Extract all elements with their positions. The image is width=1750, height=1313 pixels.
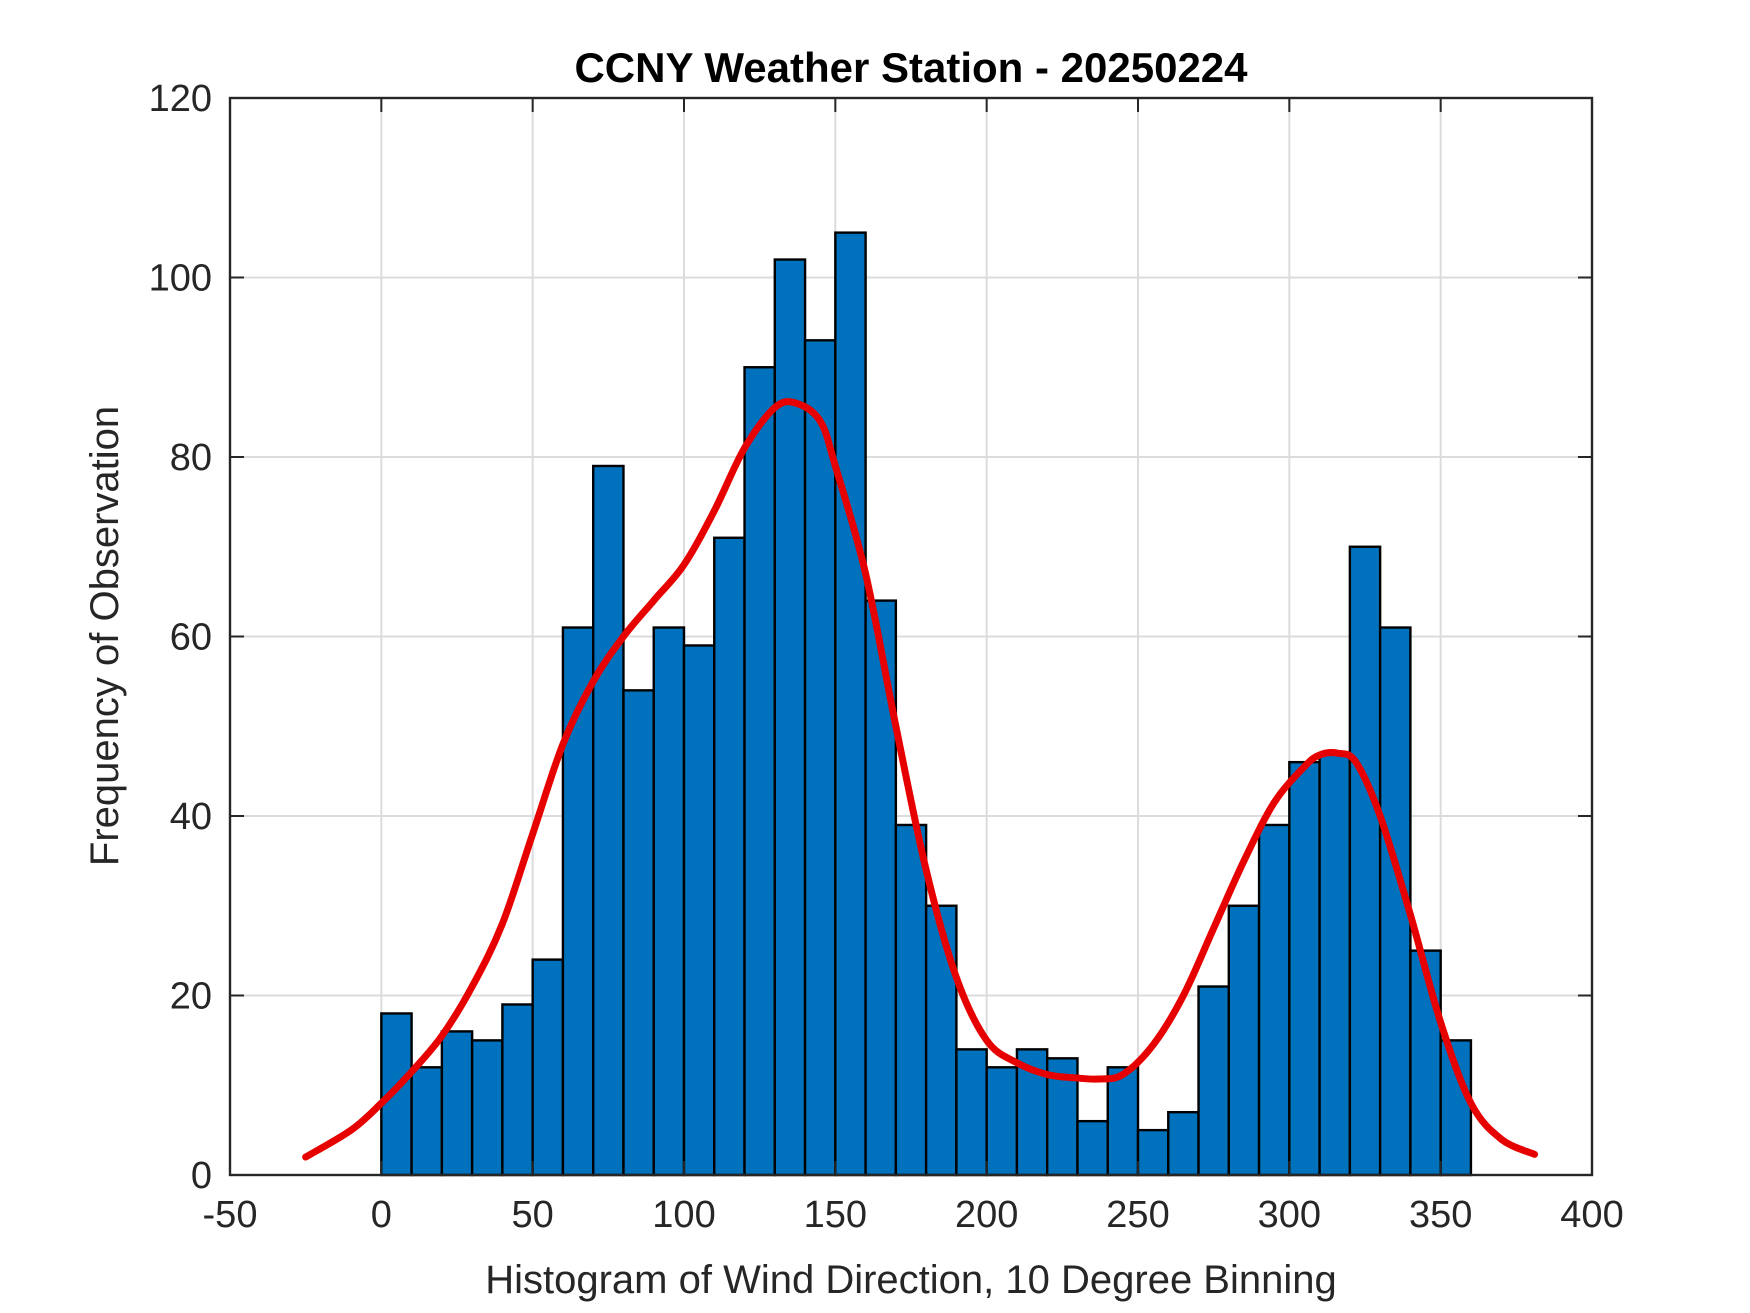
histogram-bar xyxy=(410,1066,444,1177)
bars-layer xyxy=(380,231,1473,1177)
histogram-bar xyxy=(1288,760,1321,1177)
ticks-layer xyxy=(229,97,1593,1176)
histogram-bar xyxy=(1257,823,1291,1177)
histogram-bar xyxy=(1318,751,1352,1177)
histogram-bar xyxy=(743,366,776,1177)
y-tick-label: 120 xyxy=(149,78,212,120)
histogram-bar xyxy=(1106,1066,1140,1177)
x-tick-label: 200 xyxy=(955,1194,1018,1236)
histogram-bar xyxy=(773,258,807,1177)
x-tick-label: 150 xyxy=(804,1194,867,1236)
histogram-bar xyxy=(1136,1128,1170,1177)
histogram-bar xyxy=(955,1048,988,1177)
histogram-bar xyxy=(713,536,746,1177)
histogram-bar xyxy=(1227,904,1261,1177)
y-tick-label: 80 xyxy=(170,437,212,479)
histogram-bar xyxy=(1076,1119,1109,1177)
y-tick-label: 20 xyxy=(170,976,212,1018)
histogram-bar xyxy=(622,689,655,1177)
histogram-bar xyxy=(894,823,928,1177)
histogram-bar xyxy=(440,1030,474,1177)
histogram-bar xyxy=(1409,949,1442,1177)
x-tick-label: 300 xyxy=(1258,1194,1321,1236)
histogram-bar xyxy=(682,644,716,1177)
histogram-bar xyxy=(1197,985,1230,1177)
x-tick-label: -50 xyxy=(203,1194,258,1236)
histogram-bar xyxy=(531,958,565,1177)
histogram-bar xyxy=(985,1066,1019,1177)
x-tick-label: 50 xyxy=(512,1194,554,1236)
histogram-bar xyxy=(1167,1110,1200,1177)
x-tick-labels: -50 0 50 100 150 200 250 300 350 400 xyxy=(203,1194,1624,1236)
x-tick-label: 0 xyxy=(371,1194,392,1236)
y-tick-label: 0 xyxy=(191,1155,212,1197)
x-tick-label: 250 xyxy=(1106,1194,1169,1236)
x-tick-label: 400 xyxy=(1560,1194,1623,1236)
y-tick-label: 40 xyxy=(170,796,212,838)
histogram-bar xyxy=(652,626,686,1177)
histogram-bar xyxy=(1348,545,1382,1177)
histogram-bar xyxy=(924,904,958,1177)
y-tick-label: 60 xyxy=(170,617,212,659)
fit-curve-layer xyxy=(302,398,1538,1161)
y-tick-labels: 0 20 40 60 80 100 120 xyxy=(149,78,212,1197)
x-tick-label: 350 xyxy=(1409,1194,1472,1236)
chart-title: CCNY Weather Station - 20250224 xyxy=(574,44,1248,91)
x-tick-label: 100 xyxy=(652,1194,715,1236)
histogram-bar xyxy=(470,1039,504,1177)
x-axis-label: Histogram of Wind Direction, 10 Degree B… xyxy=(485,1258,1337,1302)
y-tick-label: 100 xyxy=(149,258,212,300)
histogram-bar xyxy=(592,464,625,1177)
y-axis-label: Frequency of Observation xyxy=(83,406,127,866)
histogram-bar xyxy=(501,1003,534,1177)
histogram-bar xyxy=(834,231,867,1177)
fit-curve-line xyxy=(302,398,1538,1161)
histogram-bar xyxy=(803,339,837,1177)
